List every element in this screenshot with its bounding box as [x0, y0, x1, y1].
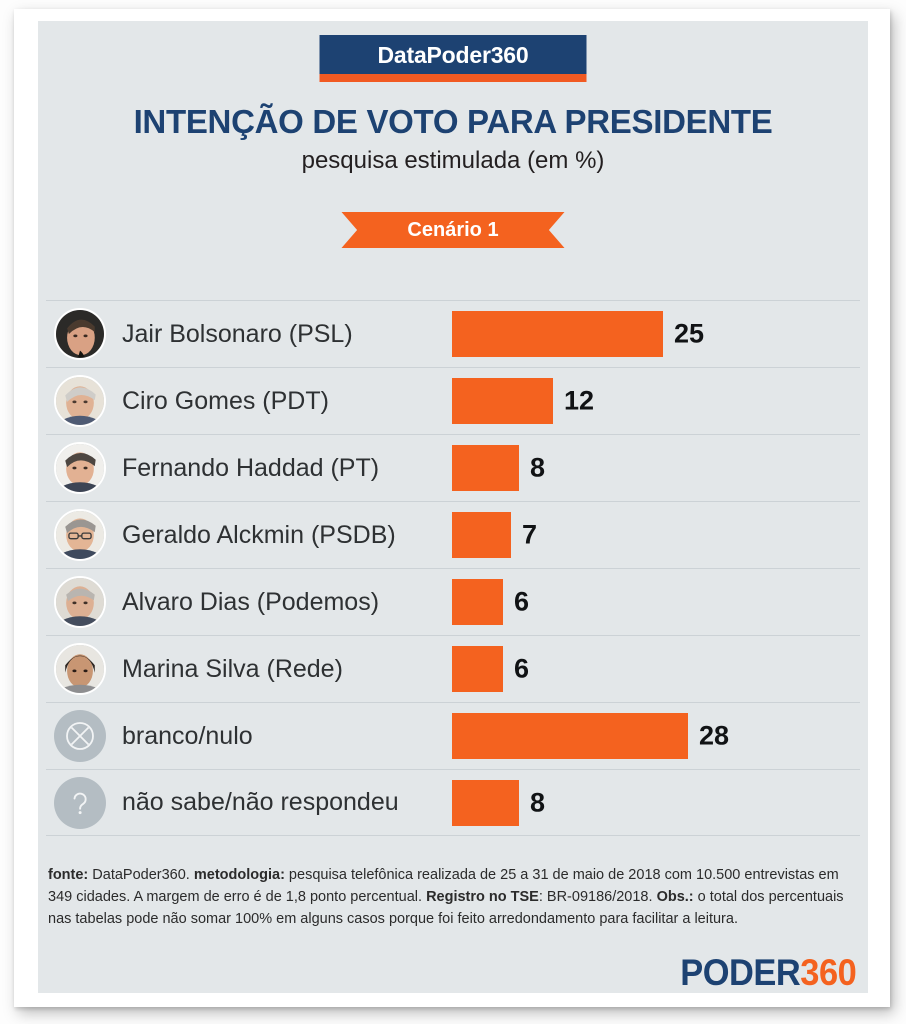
avatar-jair-bolsonaro — [54, 308, 106, 360]
row-label: Jair Bolsonaro (PSL) — [122, 319, 353, 348]
footnote-text-metodologia: pesquisa telefônica realizada de 25 a 31… — [48, 867, 839, 906]
bar-value: 25 — [674, 318, 705, 349]
footnote: fonte: DataPoder360. metodologia: pesqui… — [48, 864, 860, 930]
scenario-ribbon-label: Cenário 1 — [341, 212, 565, 248]
bar-value: 8 — [530, 787, 546, 817]
candidate-rows: Jair Bolsonaro (PSL) 25 — [46, 300, 860, 836]
footnote-text-fonte: DataPoder360. — [88, 867, 194, 883]
scenario-ribbon: Cenário 1 — [341, 212, 565, 248]
row-label: Fernando Haddad (PT) — [122, 453, 380, 482]
bar — [452, 646, 503, 692]
table-row[interactable]: não sabe/não respondeu 8 — [46, 769, 860, 836]
bar-zone: 6 — [452, 569, 860, 635]
bar-zone: 25 — [452, 301, 860, 367]
brand-badge: DataPoder360 — [319, 35, 587, 82]
avatar-fernando-haddad — [54, 442, 106, 494]
page-subtitle: pesquisa estimulada (em %) — [301, 147, 605, 174]
chart-canvas: DataPoder360 INTENÇÃO DE VOTO PARA PRESI… — [38, 21, 868, 993]
bar — [452, 713, 688, 759]
table-row[interactable]: branco/nulo 28 — [46, 702, 860, 769]
bar-zone: 8 — [452, 435, 860, 501]
bar-zone: 12 — [452, 368, 860, 434]
bar-zone: 8 — [452, 770, 860, 835]
bar-zone: 28 — [452, 703, 860, 769]
question-mark-icon — [54, 776, 106, 829]
table-row[interactable]: Marina Silva (Rede) 6 — [46, 635, 860, 702]
logo-360-text: 360 — [799, 952, 856, 993]
table-row[interactable]: Alvaro Dias (Podemos) 6 — [46, 568, 860, 635]
bar-value: 28 — [699, 720, 730, 751]
bar-value: 6 — [514, 586, 530, 617]
logo-poder-text: PODER — [679, 952, 801, 993]
bar — [452, 378, 553, 424]
bar-zone: 6 — [452, 636, 860, 702]
table-row[interactable]: Geraldo Alckmin (PSDB) 7 — [46, 501, 860, 568]
table-row[interactable]: Jair Bolsonaro (PSL) 25 — [46, 300, 860, 367]
row-label: branco/nulo — [122, 721, 253, 750]
bar — [452, 779, 519, 826]
circle-cross-icon — [54, 710, 106, 762]
poder360-logo: PODER360 — [679, 952, 857, 993]
bar-value: 12 — [564, 385, 595, 416]
page-title: INTENÇÃO DE VOTO PARA PRESIDENTE — [133, 103, 773, 140]
avatar-alvaro-dias — [54, 576, 106, 628]
bar-value: 7 — [522, 519, 538, 550]
bar — [452, 579, 503, 625]
row-label: Geraldo Alckmin (PSDB) — [122, 520, 396, 549]
footnote-text-obs: o total dos percentuais nas tabelas pode… — [48, 889, 844, 928]
bar — [452, 445, 519, 491]
row-label: Marina Silva (Rede) — [122, 654, 343, 683]
bar-value: 6 — [514, 653, 530, 684]
footnote-label-registro: Registro no TSE — [426, 889, 539, 906]
paper-frame: DataPoder360 INTENÇÃO DE VOTO PARA PRESI… — [14, 9, 890, 1007]
bar-value: 8 — [530, 452, 546, 483]
row-label: Alvaro Dias (Podemos) — [122, 587, 380, 616]
footnote-label-metodologia: metodologia: — [193, 867, 285, 883]
avatar-geraldo-alckmin — [54, 509, 106, 561]
bar — [452, 512, 511, 558]
brand-badge-label: DataPoder360 — [377, 42, 529, 68]
footnote-text-registro: : BR-09186/2018. — [538, 889, 657, 906]
table-row[interactable]: Fernando Haddad (PT) 8 — [46, 434, 860, 501]
footnote-label-obs: Obs.: — [656, 889, 694, 906]
avatar-ciro-gomes — [54, 375, 106, 427]
footnote-label-fonte: fonte: — [48, 867, 89, 883]
avatar-marina-silva — [54, 643, 106, 695]
row-label: não sabe/não respondeu — [122, 788, 399, 816]
bar — [452, 311, 663, 357]
row-label: Ciro Gomes (PDT) — [122, 386, 329, 415]
bar-zone: 7 — [452, 502, 860, 568]
table-row[interactable]: Ciro Gomes (PDT) 12 — [46, 367, 860, 434]
